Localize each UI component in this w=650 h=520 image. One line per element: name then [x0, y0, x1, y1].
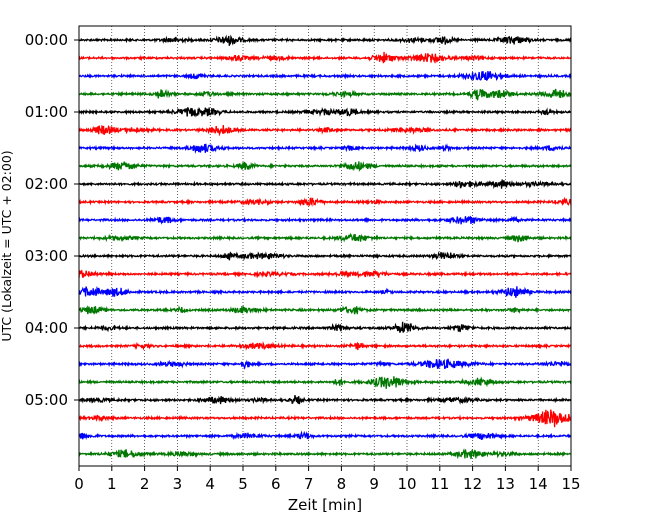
x-tick-label: 4 [205, 475, 215, 493]
x-tick-label: 7 [304, 475, 314, 493]
y-tick-label: 02:00 [25, 175, 68, 193]
vertical-grid [111, 26, 539, 466]
seismic-trace [78, 269, 572, 279]
x-tick-label: 0 [74, 475, 84, 493]
seismic-trace [78, 376, 572, 389]
x-tick-label: 13 [496, 475, 515, 493]
seismic-trace [78, 161, 572, 172]
x-tick-label: 9 [369, 475, 379, 493]
y-axis-label: UTC (Lokalzeit = UTC + 02:00) [0, 150, 14, 341]
x-tick-label: 3 [173, 475, 183, 493]
seismic-trace [78, 430, 572, 441]
y-tick-label: 04:00 [25, 319, 68, 337]
seismic-trace [78, 51, 572, 64]
seismic-trace [78, 232, 572, 243]
x-tick-label: 6 [271, 475, 281, 493]
seismic-traces [78, 34, 572, 460]
plot-frame [78, 25, 572, 467]
seismic-trace [78, 196, 572, 207]
x-tick-label: 10 [397, 475, 416, 493]
x-tick-label: 11 [430, 475, 449, 493]
x-tick-label: 12 [463, 475, 482, 493]
x-tick-label: 14 [529, 475, 548, 493]
y-tick-label: 05:00 [25, 391, 68, 409]
seismic-trace [78, 358, 572, 370]
seismic-trace [78, 106, 572, 118]
y-tick-label: 03:00 [25, 247, 68, 265]
y-axis-ticks: 00:00 01:00 02:00 03:00 04:00 05:00 [25, 31, 79, 409]
x-tick-label: 5 [238, 475, 248, 493]
seismic-trace [78, 448, 572, 460]
y-tick-label: 00:00 [25, 31, 68, 49]
seismic-trace [78, 409, 572, 428]
seismic-trace [78, 88, 572, 101]
seismic-trace [78, 143, 572, 154]
x-axis-ticks: 0 1 2 3 4 5 6 7 8 9 10 11 12 13 14 15 [74, 466, 581, 493]
seismic-trace [78, 124, 572, 137]
seismic-trace [78, 34, 572, 46]
y-tick-label: 01:00 [25, 103, 68, 121]
seismic-trace [78, 395, 572, 405]
seismic-trace [78, 341, 572, 351]
seismic-trace [78, 70, 572, 82]
seismic-trace [78, 179, 572, 190]
seismic-trace [78, 215, 572, 225]
x-tick-label: 8 [337, 475, 347, 493]
seismic-trace [78, 321, 572, 333]
seismic-trace [78, 305, 572, 315]
seismic-trace [78, 251, 572, 261]
seismic-trace [78, 286, 572, 298]
x-tick-label: 15 [561, 475, 580, 493]
x-axis-label: Zeit [min] [288, 496, 362, 514]
plot-background [79, 26, 571, 466]
x-tick-label: 2 [140, 475, 150, 493]
x-tick-label: 1 [107, 475, 117, 493]
